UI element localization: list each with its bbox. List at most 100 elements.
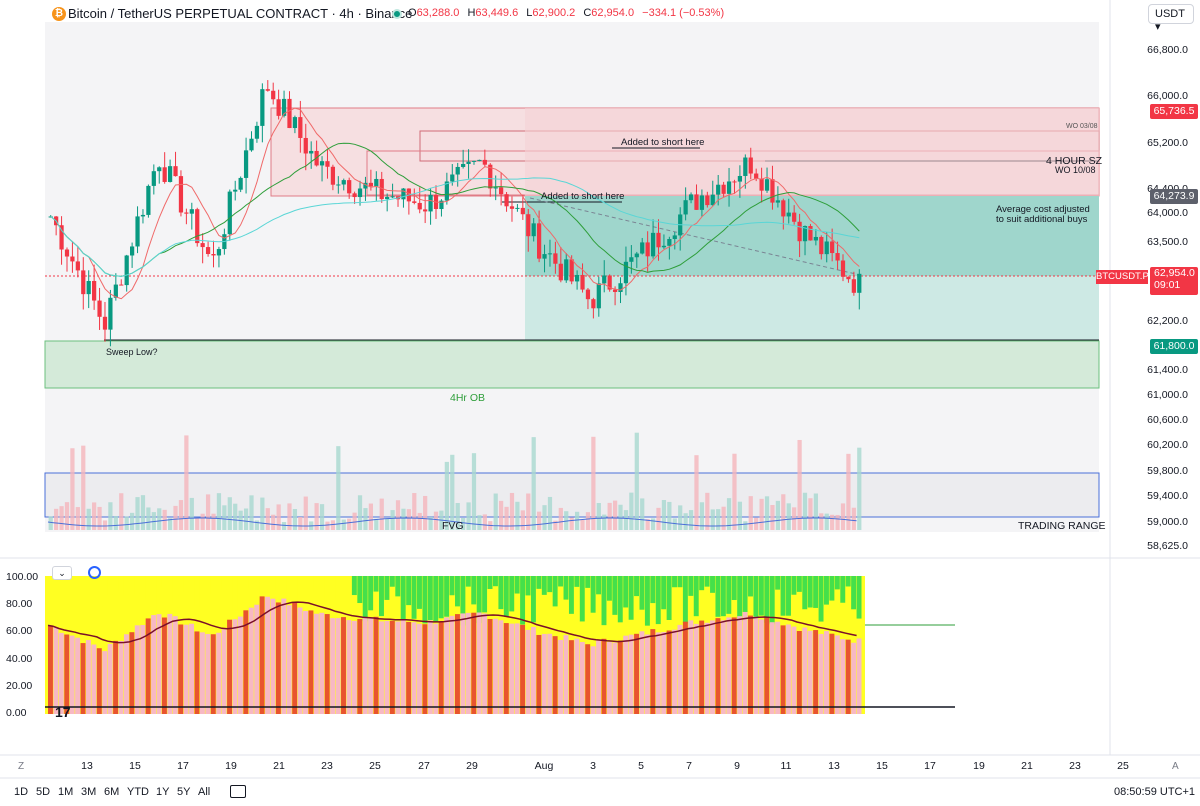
candle-body [493,187,498,189]
volume-bar [368,503,373,530]
volume-bar [75,507,80,530]
volume-bar [493,493,498,530]
price-tick: 61,400.0 [1147,364,1188,376]
volume-bar [629,492,634,530]
osc-bar [172,616,178,714]
time-tick: 17 [924,760,936,772]
candle-body [336,184,341,186]
volume-bar [688,510,694,530]
osc-bar [297,576,303,604]
osc-bar [292,602,298,714]
candle-body [390,196,395,198]
price-tick: 59,800.0 [1147,465,1188,477]
candle-body [824,241,829,255]
osc-bar [227,576,233,612]
osc-bar [503,623,509,714]
candle-body [211,254,216,256]
osc-bar [80,576,86,614]
osc-bar [585,576,591,588]
volume-bar [477,515,482,530]
osc-signal-line [47,601,857,644]
osc-bar [313,613,319,714]
osc-bar [813,630,819,714]
osc-bar [151,576,157,623]
osc-bar [639,576,645,610]
candle-body [553,253,558,264]
osc-bar [351,576,357,596]
osc-bar [677,576,683,588]
candle-body [260,89,265,126]
symbol-title[interactable]: Bitcoin / TetherUS PERPETUAL CONTRACT · … [68,6,413,21]
time-tick: 21 [273,760,285,772]
osc-bar [775,621,781,714]
range-5d-button[interactable]: 5D [36,786,51,798]
candle-body [607,275,612,290]
osc-bar [444,617,450,714]
candle-body [509,206,515,209]
candle-body [444,181,449,201]
osc-bar [286,605,292,714]
volume-bar [379,498,384,530]
tradingview-logo-icon: 17 [55,704,71,720]
candle-body [64,249,70,257]
osc-bar [243,576,249,588]
time-tick: 27 [418,760,430,772]
date-range-icon[interactable] [230,785,246,798]
osc-bar [644,576,650,626]
candle-body [287,98,292,129]
osc-bar [818,576,824,622]
candle-body [271,90,276,100]
currency-select[interactable]: USDT ▾ [1148,4,1194,33]
wo-1008-label: WO 10/08 [1055,165,1096,175]
osc-bar [655,632,661,714]
osc-bar [482,613,488,714]
candle-body [661,245,667,248]
range-1y-button[interactable]: 1Y [156,786,170,798]
avg-cost-label-2: to suit additional buys [996,214,1088,225]
range-1m-button[interactable]: 1M [58,786,74,798]
osc-bar [330,618,336,714]
auto-scale-button[interactable]: A [1172,761,1179,772]
osc-bar [672,629,677,714]
range-6m-button[interactable]: 6M [104,786,120,798]
range-ytd-button[interactable]: YTD [127,786,149,798]
osc-bar [281,576,287,606]
range-5y-button[interactable]: 5Y [177,786,191,798]
osc-bar [167,613,173,714]
osc-bar [471,576,477,605]
volume-bar [444,461,449,530]
osc-bar [699,576,705,591]
candle-body [759,178,764,191]
refresh-icon[interactable] [88,566,101,579]
osc-bar [438,576,444,619]
osc-bar [129,632,135,714]
volume-bar [846,453,851,530]
range-3m-button[interactable]: 3M [81,786,97,798]
osc-bar [335,618,341,714]
candle-body [585,289,591,300]
live-dot-icon [392,9,402,19]
short-position-risk [525,108,1099,196]
osc-bar [270,598,276,714]
osc-bar [536,576,542,589]
candle-body [840,260,846,277]
clock[interactable]: 08:50:59 UTC+1 [1114,786,1196,798]
volume-bar [509,492,515,530]
volume-bar [499,500,504,530]
zoom-button[interactable]: Z [18,761,25,772]
osc-bar [634,576,640,597]
osc-bar [704,622,710,714]
range-1d-button[interactable]: 1D [14,786,29,798]
candle-body [92,280,97,301]
range-all-button[interactable]: All [198,786,211,798]
candle-body [699,195,705,210]
added-short-label-1: Added to short here [621,137,705,148]
osc-collapse-button[interactable]: ⌄ [52,566,72,580]
candle-body [645,242,650,257]
candle-body [461,163,466,167]
osc-bar [80,643,86,714]
price-tick: 62,200.0 [1147,315,1188,327]
osc-bar [628,576,634,620]
osc-bar [840,639,846,714]
